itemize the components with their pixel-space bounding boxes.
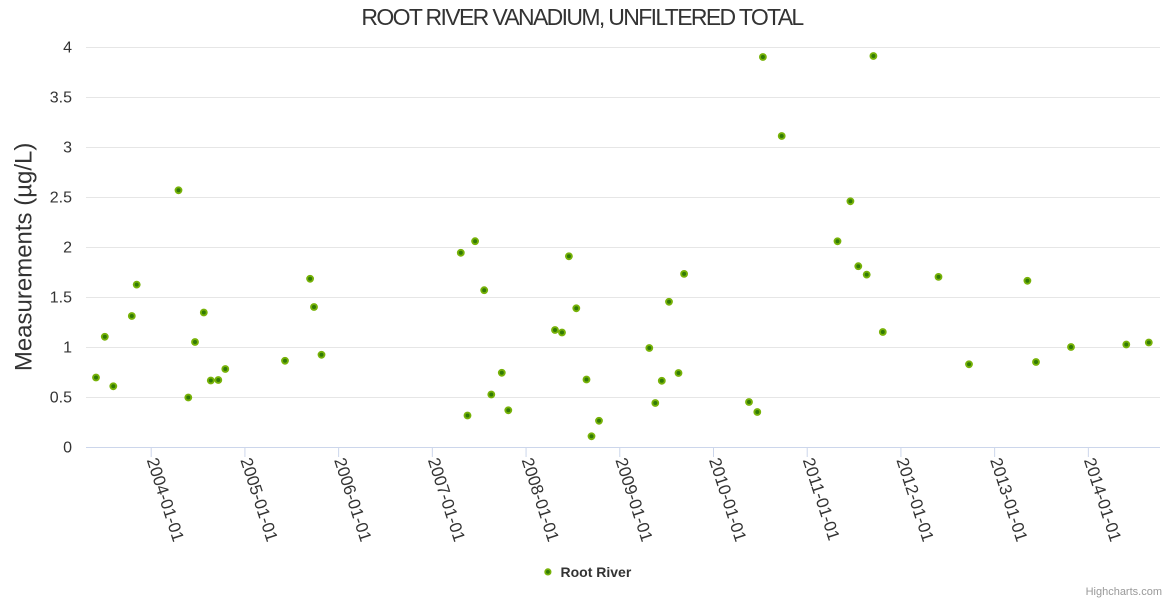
- svg-text:2: 2: [63, 240, 72, 257]
- svg-text:ROOT RIVER VANADIUM, UNFILTERE: ROOT RIVER VANADIUM, UNFILTERED TOTAL: [361, 4, 804, 30]
- svg-text:4: 4: [63, 40, 72, 57]
- svg-text:3: 3: [63, 140, 72, 157]
- svg-text:2.5: 2.5: [50, 190, 72, 207]
- svg-text:1: 1: [63, 340, 72, 357]
- svg-text:1.5: 1.5: [50, 290, 72, 307]
- svg-text:3.5: 3.5: [50, 90, 72, 107]
- svg-text:Highcharts.com: Highcharts.com: [1086, 586, 1162, 598]
- svg-text:Measurements (µg/L): Measurements (µg/L): [10, 143, 37, 372]
- svg-text:0.5: 0.5: [50, 390, 72, 407]
- svg-text:0: 0: [63, 440, 72, 457]
- svg-text:Root River: Root River: [561, 564, 632, 580]
